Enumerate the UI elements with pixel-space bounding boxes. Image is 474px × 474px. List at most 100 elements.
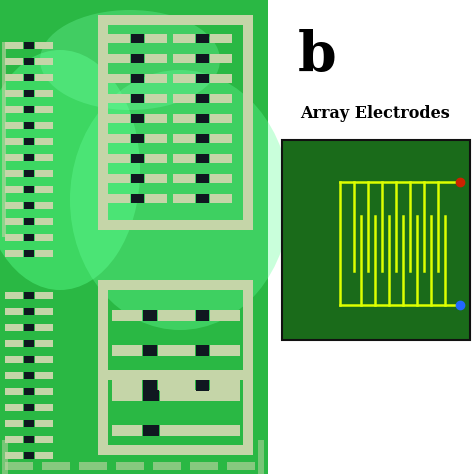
Bar xyxy=(98,280,108,450)
Bar xyxy=(24,340,34,347)
Bar xyxy=(98,220,253,230)
Bar xyxy=(196,114,209,123)
Bar xyxy=(173,94,195,103)
Bar xyxy=(5,106,23,113)
Bar xyxy=(35,58,53,65)
Bar xyxy=(282,140,470,340)
Bar xyxy=(196,34,209,43)
Bar xyxy=(35,388,53,395)
Bar xyxy=(24,388,34,395)
Bar xyxy=(5,218,23,225)
Bar xyxy=(5,186,23,193)
Bar xyxy=(5,292,23,299)
Bar xyxy=(2,42,6,237)
Bar xyxy=(153,462,181,470)
Bar xyxy=(173,154,195,163)
Bar xyxy=(5,372,23,379)
Bar xyxy=(196,134,209,143)
Bar xyxy=(173,114,195,123)
Bar xyxy=(143,390,159,401)
Bar xyxy=(98,280,253,290)
Text: b: b xyxy=(298,29,337,84)
Bar xyxy=(165,380,195,391)
Bar xyxy=(131,194,144,203)
Bar xyxy=(24,234,34,241)
Bar xyxy=(98,15,253,25)
Bar xyxy=(24,356,34,363)
Bar xyxy=(160,425,240,436)
Bar xyxy=(196,345,209,356)
Bar xyxy=(24,186,34,193)
Bar xyxy=(5,324,23,331)
Bar xyxy=(160,390,240,401)
Bar xyxy=(35,372,53,379)
Bar xyxy=(143,380,157,391)
Bar xyxy=(35,154,53,161)
Bar xyxy=(35,250,53,257)
Bar xyxy=(196,310,209,321)
Bar xyxy=(112,345,142,356)
Bar xyxy=(35,324,53,331)
Bar xyxy=(158,380,188,391)
Bar xyxy=(35,122,53,129)
Bar xyxy=(35,202,53,209)
Bar xyxy=(0,0,268,474)
Bar xyxy=(5,154,23,161)
Bar xyxy=(24,372,34,379)
Bar xyxy=(158,345,188,356)
Bar xyxy=(158,310,188,321)
Bar xyxy=(98,15,108,230)
Bar xyxy=(24,420,34,427)
Bar xyxy=(210,54,232,63)
Bar xyxy=(112,390,142,401)
Bar xyxy=(5,420,23,427)
Ellipse shape xyxy=(70,70,290,330)
Bar xyxy=(24,292,34,299)
Bar xyxy=(108,194,130,203)
Bar xyxy=(35,234,53,241)
Bar xyxy=(5,340,23,347)
Bar xyxy=(35,436,53,443)
Bar xyxy=(35,170,53,177)
Bar xyxy=(165,345,195,356)
Bar xyxy=(5,388,23,395)
Bar xyxy=(5,170,23,177)
Bar xyxy=(79,462,107,470)
Bar xyxy=(112,380,142,391)
Bar xyxy=(24,404,34,411)
Bar xyxy=(35,74,53,81)
Bar xyxy=(108,114,130,123)
Bar xyxy=(5,202,23,209)
Bar xyxy=(173,174,195,183)
Bar xyxy=(196,54,209,63)
Bar xyxy=(145,194,167,203)
Bar xyxy=(165,310,195,321)
Bar xyxy=(5,58,23,65)
Bar xyxy=(5,356,23,363)
Bar xyxy=(143,345,157,356)
Bar xyxy=(5,138,23,145)
Bar xyxy=(131,74,144,83)
Bar xyxy=(210,194,232,203)
Bar xyxy=(42,462,70,470)
Bar xyxy=(173,54,195,63)
Bar xyxy=(2,440,8,474)
Bar xyxy=(145,74,167,83)
Bar xyxy=(24,202,34,209)
Bar xyxy=(258,440,264,474)
Bar xyxy=(210,134,232,143)
Bar xyxy=(24,436,34,443)
Bar xyxy=(227,462,255,470)
Bar xyxy=(5,436,23,443)
Bar xyxy=(108,134,130,143)
Bar xyxy=(210,34,232,43)
Bar xyxy=(210,310,240,321)
Bar xyxy=(24,324,34,331)
Bar xyxy=(131,114,144,123)
Bar xyxy=(35,356,53,363)
Bar xyxy=(143,310,157,321)
Bar xyxy=(210,114,232,123)
Bar xyxy=(145,134,167,143)
Bar xyxy=(108,154,130,163)
Bar xyxy=(243,15,253,230)
